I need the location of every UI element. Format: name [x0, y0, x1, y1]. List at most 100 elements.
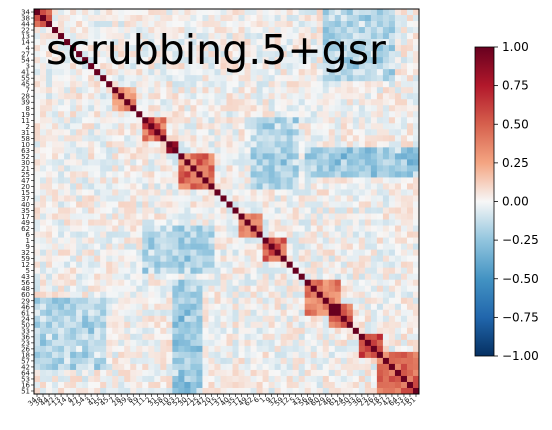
heatmap-cell	[172, 381, 179, 389]
heatmap-cell	[106, 189, 113, 196]
heatmap-cell	[322, 273, 330, 281]
heatmap-cell	[58, 315, 65, 323]
heatmap-cell	[292, 315, 299, 323]
heatmap-cell	[262, 303, 269, 311]
heatmap-cell	[136, 9, 143, 16]
heatmap-cell	[136, 33, 143, 40]
heatmap-cell	[94, 15, 101, 22]
heatmap-cell	[322, 39, 330, 46]
col-tick-label: 31	[147, 396, 159, 408]
heatmap-cell	[202, 351, 209, 359]
heatmap-cell	[346, 375, 354, 383]
colorbar-tick-labels: 1.000.750.500.250.00−0.25−0.50−0.75−1.00	[494, 40, 539, 363]
heatmap-cell	[64, 351, 71, 359]
heatmap-cell	[88, 75, 95, 82]
heatmap-cell	[112, 381, 119, 389]
heatmap-cell	[76, 141, 83, 148]
heatmap-cell	[124, 15, 131, 22]
heatmap-cell	[262, 51, 269, 58]
heatmap-cell	[148, 141, 155, 148]
heatmap-cell	[208, 321, 215, 329]
heatmap-cell	[148, 195, 155, 202]
heatmap-cell	[268, 63, 275, 70]
heatmap-cell	[262, 159, 269, 166]
row-tick-label: 48	[21, 285, 30, 293]
heatmap-cell	[142, 261, 149, 268]
heatmap-cell	[160, 123, 167, 130]
heatmap-cell	[76, 273, 83, 281]
heatmap-cell	[388, 9, 396, 16]
heatmap-cell	[364, 177, 372, 184]
heatmap-cell	[370, 99, 378, 106]
heatmap-cell	[388, 69, 396, 76]
heatmap-cell	[214, 153, 221, 160]
heatmap-cell	[322, 201, 330, 208]
heatmap-cell	[118, 87, 125, 94]
heatmap-cell	[334, 45, 342, 52]
heatmap-cell	[34, 165, 41, 172]
heatmap-cell	[52, 21, 59, 28]
heatmap-cell	[256, 117, 263, 124]
heatmap-cell	[274, 243, 281, 250]
heatmap-cell	[274, 27, 281, 34]
heatmap-cell	[370, 129, 378, 136]
heatmap-cell	[46, 111, 53, 118]
heatmap-cell	[124, 255, 131, 262]
heatmap-cell	[214, 309, 221, 317]
heatmap-cell	[34, 87, 41, 94]
heatmap-cell	[178, 141, 185, 148]
heatmap-cell	[94, 363, 101, 371]
heatmap-cell	[142, 285, 149, 293]
heatmap-cell	[244, 231, 251, 238]
heatmap-cell	[298, 291, 306, 299]
heatmap-cell	[328, 303, 336, 311]
heatmap-cell	[232, 201, 239, 208]
heatmap-cell	[76, 153, 83, 160]
heatmap-cell	[364, 327, 372, 335]
heatmap-cell	[52, 243, 59, 250]
heatmap-cell	[394, 339, 402, 347]
heatmap-cell	[190, 189, 197, 196]
heatmap-cell	[100, 21, 107, 28]
heatmap-cell	[100, 81, 107, 88]
heatmap-cell	[64, 135, 71, 142]
heatmap-cell	[382, 357, 390, 365]
heatmap-cell	[286, 321, 293, 329]
heatmap-cell	[226, 141, 233, 148]
heatmap-cell	[286, 201, 293, 208]
heatmap-cell	[202, 339, 209, 347]
heatmap-cell	[244, 381, 251, 389]
heatmap-cell	[172, 9, 179, 16]
heatmap-cell	[304, 339, 312, 347]
heatmap-cell	[58, 129, 65, 136]
heatmap-cell	[286, 63, 293, 70]
heatmap-cell	[388, 297, 396, 305]
heatmap-cell	[340, 99, 348, 106]
heatmap-cell	[370, 159, 378, 166]
heatmap-cell	[232, 381, 239, 389]
heatmap-cell	[292, 309, 299, 317]
heatmap-cell	[334, 261, 342, 268]
heatmap-cell	[142, 93, 149, 100]
heatmap-cell	[112, 153, 119, 160]
heatmap-cell	[322, 195, 330, 202]
heatmap-cell	[328, 123, 336, 130]
heatmap-cell	[34, 75, 41, 82]
heatmap-cell	[250, 165, 257, 172]
heatmap-cell	[244, 351, 251, 359]
heatmap-cell	[214, 135, 221, 142]
heatmap-cell	[262, 171, 269, 178]
heatmap-cell	[136, 285, 143, 293]
heatmap-cell	[226, 27, 233, 34]
row-tick-label: 42	[21, 363, 30, 371]
heatmap-cell	[274, 63, 281, 70]
heatmap-cell	[346, 75, 354, 82]
heatmap-cell	[142, 9, 149, 16]
heatmap-cell	[178, 51, 185, 58]
heatmap-cell	[34, 63, 41, 70]
heatmap-cell	[184, 339, 191, 347]
heatmap-cell	[82, 243, 89, 250]
heatmap-cell	[388, 39, 396, 46]
heatmap-cell	[130, 237, 137, 244]
heatmap-cell	[154, 381, 161, 389]
